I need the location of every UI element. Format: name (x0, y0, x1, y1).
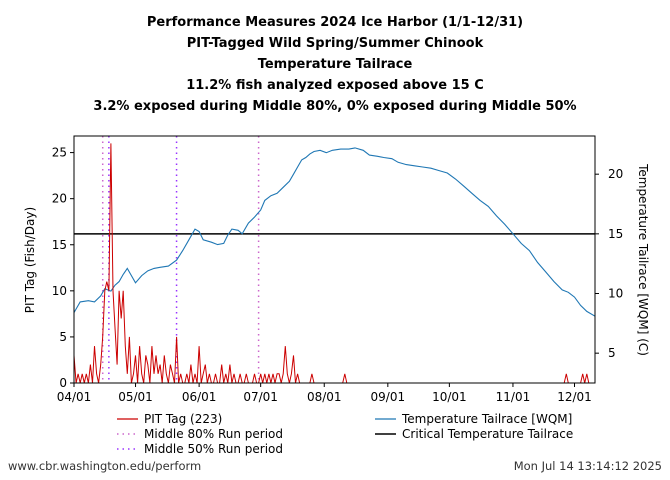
chart-subtitle-species: PIT-Tagged Wild Spring/Summer Chinook (186, 36, 484, 51)
legend: PIT Tag (223) Middle 80% Run period Midd… (117, 412, 573, 456)
chart-subtitle-measure: Temperature Tailrace (257, 57, 413, 72)
x-tick-label: 11/01 (496, 390, 531, 404)
y-left-tick-label: 20 (52, 192, 67, 206)
plot-frame (73, 135, 596, 384)
x-tick-label: 09/01 (371, 390, 406, 404)
x-tick-label: 10/01 (432, 390, 467, 404)
legend-label-middle50: Middle 50% Run period (144, 442, 283, 456)
legend-label-temp: Temperature Tailrace [WQM] (401, 412, 572, 426)
y-left-tick-label: 15 (52, 238, 67, 252)
y-right-tick-label: 5 (608, 346, 616, 360)
chart-subtitle-exposure: 11.2% fish analyzed exposed above 15 C (186, 78, 484, 93)
y-right-tick-label: 20 (608, 167, 623, 181)
x-tick-label: 12/01 (557, 390, 592, 404)
y-left-tick-label: 0 (59, 376, 67, 390)
x-tick-label: 05/01 (118, 390, 153, 404)
chart-title-block: Performance Measures 2024 Ice Harbor (1/… (0, 12, 670, 117)
axes: 04/01 05/01 06/01 07/01 08/01 09/01 10/01 11/01… (52, 146, 624, 404)
y-axis-label-right: Temperature Tailrace [WQM] (C) (636, 163, 650, 356)
y-right-tick-label: 10 (608, 287, 623, 301)
chart-subtitle-run-periods: 3.2% exposed during Middle 80%, 0% expos… (93, 99, 577, 114)
pit-tag-series-line (73, 143, 590, 384)
x-tick-label: 07/01 (243, 390, 278, 404)
footer-url: www.cbr.washington.edu/perform (8, 459, 202, 473)
plot-marks (73, 136, 596, 384)
y-left-tick-label: 5 (59, 330, 67, 344)
y-axis-label-left: PIT Tag (Fish/Day) (23, 207, 37, 313)
legend-label-pit: PIT Tag (223) (144, 412, 222, 426)
legend-label-critical: Critical Temperature Tailrace (402, 427, 573, 441)
x-tick-label: 04/01 (57, 390, 92, 404)
chart-title: Performance Measures 2024 Ice Harbor (1/… (146, 15, 524, 30)
y-left-tick-label: 10 (52, 284, 67, 298)
y-right-tick-label: 15 (608, 227, 623, 241)
x-tick-label: 06/01 (182, 390, 217, 404)
footer-timestamp: Mon Jul 14 13:14:12 2025 (513, 459, 662, 473)
legend-label-middle80: Middle 80% Run period (144, 427, 283, 441)
y-left-tick-label: 25 (52, 146, 67, 160)
temperature-series-line (73, 147, 596, 317)
x-tick-label: 08/01 (307, 390, 342, 404)
